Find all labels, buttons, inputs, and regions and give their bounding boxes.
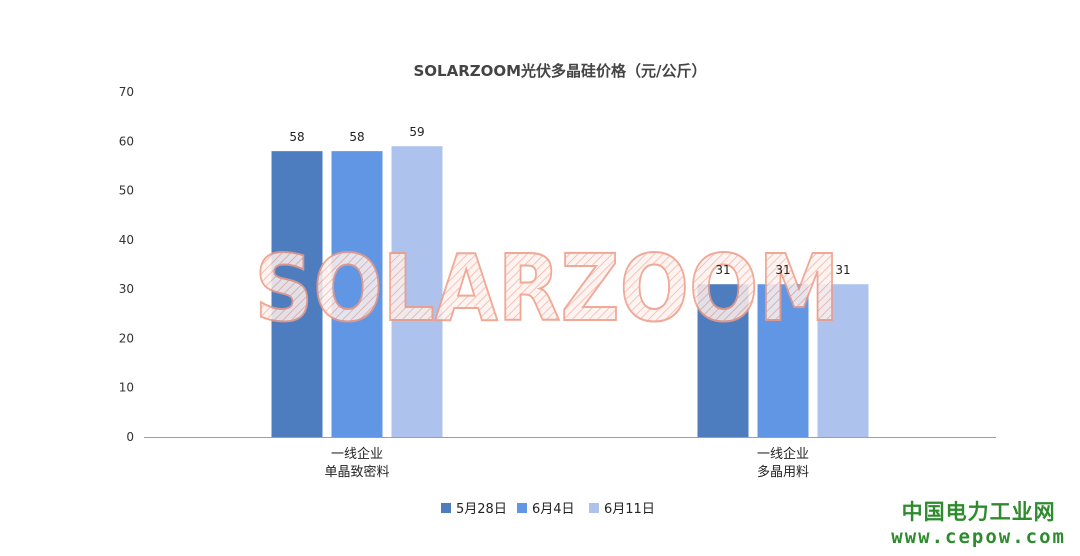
watermark: SOLARZOOM: [255, 235, 840, 342]
data-label: 58: [349, 130, 364, 144]
y-tick-label: 30: [119, 282, 134, 296]
legend-label: 6月4日: [532, 502, 575, 517]
y-tick-label: 0: [126, 430, 134, 444]
chart-title: SOLARZOOM光伏多晶硅价格（元/公斤）: [413, 62, 706, 80]
x-category-label: 单晶致密料: [324, 464, 389, 480]
legend-label: 5月28日: [456, 502, 507, 517]
x-category-label: 多晶用料: [757, 464, 809, 480]
x-category-label: 一线企业: [757, 446, 809, 462]
bar: [757, 284, 809, 437]
bar: [271, 151, 323, 437]
source-url: www.cepow.com: [891, 526, 1066, 548]
data-label: 58: [289, 130, 304, 144]
bar: [391, 146, 443, 437]
bar: [697, 284, 749, 437]
legend: 5月28日 6月4日 6月11日: [441, 502, 655, 517]
bar: [331, 151, 383, 437]
bars: [271, 146, 869, 437]
legend-swatch: [517, 503, 527, 513]
x-category-label: 一线企业: [331, 446, 383, 462]
legend-swatch: [589, 503, 599, 513]
y-tick-label: 70: [119, 85, 134, 99]
data-label: 31: [835, 263, 850, 277]
legend-swatch: [441, 503, 451, 513]
data-label: 31: [775, 263, 790, 277]
source-name: 中国电力工业网: [901, 500, 1056, 524]
source-logo: 中国电力工业网 www.cepow.com: [891, 496, 1066, 548]
bar: [817, 284, 869, 437]
y-axis: 0 10 20 30 40 50 60 70: [119, 85, 134, 444]
y-tick-label: 60: [119, 134, 134, 148]
data-label: 59: [409, 125, 424, 139]
data-label: 31: [715, 263, 730, 277]
y-tick-label: 10: [119, 381, 134, 395]
data-labels: 58 58 59 31 31 31: [289, 125, 850, 277]
y-tick-label: 40: [119, 233, 134, 247]
y-tick-label: 20: [119, 331, 134, 345]
y-tick-label: 50: [119, 184, 134, 198]
legend-label: 6月11日: [604, 502, 655, 517]
